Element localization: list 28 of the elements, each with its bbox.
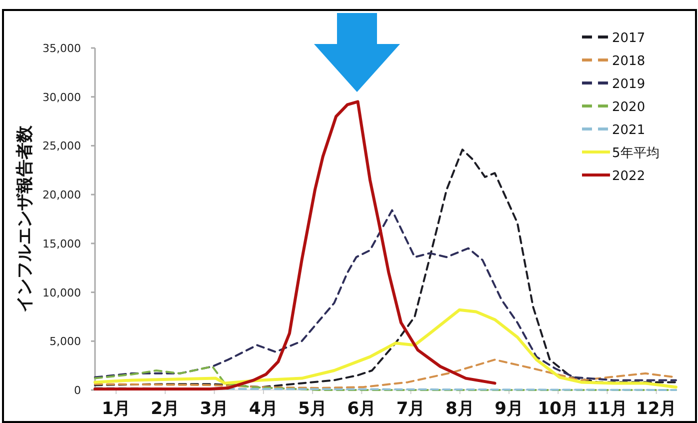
legend-label: 2018 (612, 54, 646, 69)
y-tick-label: 15,000 (42, 237, 81, 250)
x-tick-label: 9月 (494, 399, 524, 419)
y-tick-label: 5,000 (50, 335, 81, 348)
x-tick-label: 7月 (396, 399, 426, 419)
legend-label: 2020 (612, 100, 646, 115)
legend-label: 2022 (612, 169, 646, 184)
y-tick-label: 0 (74, 384, 81, 397)
y-tick-label: 20,000 (42, 188, 81, 202)
x-tick-label: 10月 (538, 399, 578, 419)
y-tick-label: 35,000 (42, 42, 81, 55)
y-axis-title: インフルエンザ報告者数 (15, 124, 35, 312)
x-tick-label: 12月 (636, 399, 677, 419)
legend-label: 2021 (612, 123, 646, 138)
x-tick-label: 2月 (150, 399, 180, 419)
x-tick-label: 11月 (586, 399, 628, 419)
y-tick-label: 10,000 (42, 286, 81, 300)
x-tick-label: 5月 (298, 399, 327, 419)
x-tick-label: 1月 (102, 399, 131, 419)
x-tick-label: 3月 (200, 399, 229, 419)
legend-label: 2017 (612, 31, 646, 46)
x-tick-label: 4月 (249, 399, 278, 419)
y-tick-label: 30,000 (42, 90, 81, 104)
x-tick-label: 6月 (347, 399, 376, 419)
x-tick-label: 8月 (445, 399, 474, 419)
legend-label: 5年平均 (612, 146, 660, 161)
y-tick-label: 25,000 (42, 140, 81, 153)
legend-label: 2019 (612, 77, 646, 92)
